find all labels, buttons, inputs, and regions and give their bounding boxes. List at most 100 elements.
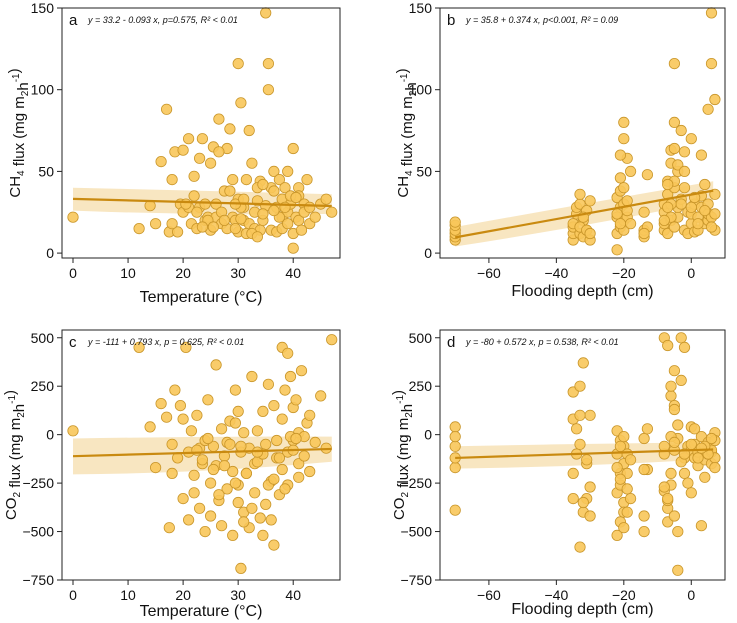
y-axis-title-unit-sub: 2 xyxy=(404,412,415,418)
data-point xyxy=(611,208,623,220)
y-axis-title-close: ) xyxy=(6,68,23,73)
y-tick-label: 500 xyxy=(409,330,433,346)
x-tick-label: −20 xyxy=(612,265,636,281)
data-point xyxy=(577,496,589,509)
regression-annotation: y = 35.8 + 0.374 x, p<0.001, R² = 0.09 xyxy=(465,15,618,25)
data-point xyxy=(199,525,211,538)
data-point xyxy=(624,165,637,177)
data-point xyxy=(235,97,247,109)
y-tick-label: 50 xyxy=(416,163,432,179)
x-tick-label: 0 xyxy=(69,265,77,281)
panel-letter: c xyxy=(69,334,77,351)
data-point xyxy=(638,206,650,218)
data-point xyxy=(260,438,272,450)
data-point xyxy=(194,502,206,514)
data-point xyxy=(202,432,214,445)
x-tick-label: −60 xyxy=(477,587,501,603)
x-tick-label: 10 xyxy=(120,587,136,603)
data-point xyxy=(685,438,697,450)
data-point xyxy=(232,57,244,70)
data-point xyxy=(672,419,684,431)
data-point xyxy=(196,221,208,233)
data-point xyxy=(257,405,269,417)
panel-b: −60 −40 −20 0 0 50 100 150 Flooding depth (cm) CH… xyxy=(394,0,726,300)
y-axis-title-sub: 2 xyxy=(12,492,23,498)
data-point xyxy=(282,165,294,177)
data-point xyxy=(574,438,586,450)
data-point xyxy=(191,409,203,421)
y-axis-title-prefix: CO xyxy=(391,498,408,521)
data-point xyxy=(678,467,691,479)
data-point xyxy=(166,438,178,450)
y-axis-title-unit-sup: -1 xyxy=(399,73,410,82)
data-point xyxy=(254,512,266,524)
data-point xyxy=(678,165,691,177)
data-point xyxy=(695,520,708,532)
data-point xyxy=(695,442,708,454)
y-axis-title-sub: 2 xyxy=(400,492,411,498)
data-point xyxy=(180,198,192,210)
data-point xyxy=(668,436,681,448)
data-point xyxy=(309,211,321,223)
data-point xyxy=(191,206,203,218)
data-point xyxy=(282,218,294,230)
data-point xyxy=(282,347,294,359)
y-tick-label: 100 xyxy=(31,82,55,98)
data-point xyxy=(702,103,714,115)
data-point xyxy=(449,461,461,474)
data-point xyxy=(621,506,633,518)
y-tick-label: 0 xyxy=(424,427,432,443)
data-point xyxy=(224,438,236,450)
data-point xyxy=(166,467,178,479)
regression-annotation: y = -80 + 0.572 x, p = 0.538, R² < 0.01 xyxy=(465,337,619,347)
data-point xyxy=(243,124,255,137)
regression-line xyxy=(72,447,332,458)
data-point xyxy=(216,520,228,532)
data-point xyxy=(624,218,637,230)
data-point xyxy=(238,516,250,528)
data-point xyxy=(668,57,681,70)
data-point xyxy=(614,440,627,452)
data-point xyxy=(205,477,217,489)
data-point xyxy=(235,440,247,452)
data-point xyxy=(183,133,195,145)
data-point xyxy=(662,339,674,352)
data-point xyxy=(315,390,327,402)
data-point xyxy=(260,498,272,510)
x-tick-label: 0 xyxy=(69,587,77,603)
data-point xyxy=(265,514,277,526)
data-point xyxy=(262,84,274,96)
data-point xyxy=(611,529,623,542)
data-point xyxy=(685,487,697,499)
data-point xyxy=(574,409,586,421)
y-axis-title-close: ) xyxy=(2,390,19,395)
data-point xyxy=(449,440,461,452)
plot-frame xyxy=(61,329,341,581)
data-point xyxy=(188,469,200,481)
data-point xyxy=(574,188,586,200)
data-point xyxy=(268,185,280,197)
regression-line xyxy=(454,189,714,239)
data-point xyxy=(155,156,167,168)
data-point xyxy=(295,224,308,236)
data-point xyxy=(163,522,175,534)
x-tick-label: −60 xyxy=(477,265,501,281)
data-point xyxy=(188,190,200,202)
data-point xyxy=(262,378,274,390)
data-point xyxy=(262,57,274,70)
data-point xyxy=(662,178,674,191)
data-point xyxy=(675,124,687,137)
y-axis-title-unit-sub: 2 xyxy=(16,412,27,418)
data-point xyxy=(276,413,288,425)
data-point xyxy=(213,146,225,158)
data-point xyxy=(304,201,316,213)
data-point xyxy=(180,341,192,353)
data-point xyxy=(273,452,285,464)
y-axis-title-rest: flux (mg m xyxy=(399,96,416,170)
data-point xyxy=(326,334,338,346)
data-point xyxy=(260,7,272,19)
data-point xyxy=(279,483,291,495)
data-point xyxy=(188,170,200,182)
data-point xyxy=(668,116,681,129)
data-point xyxy=(695,149,708,161)
